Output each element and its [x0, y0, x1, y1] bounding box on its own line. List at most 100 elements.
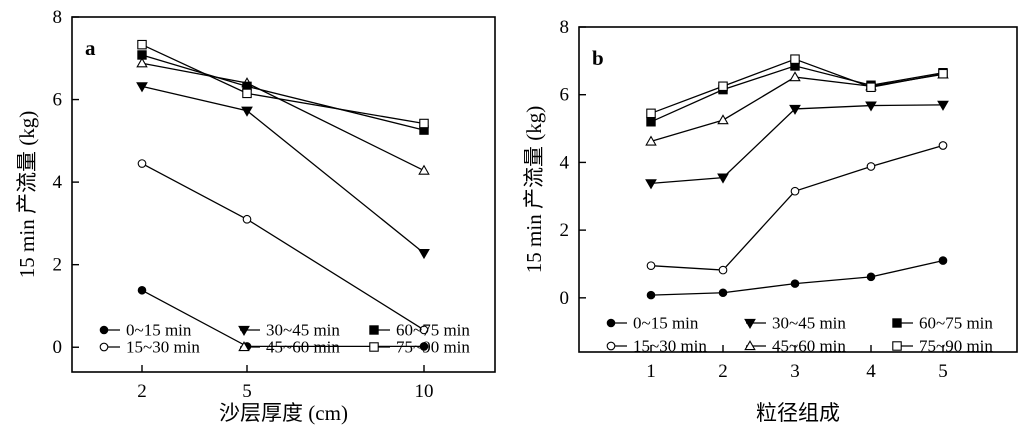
data-point [790, 186, 800, 196]
legend-entry: 15~30 min [126, 338, 200, 357]
chart-panel-a: 0 2 4 6 8 2 5 10 沙层厚度 (cm) 15 min 产流量 (kg) a 0~15 m… [15, 7, 496, 425]
data-point [646, 261, 656, 271]
data-point [646, 290, 656, 300]
x-tick-label: 5 [242, 381, 252, 402]
legend-marker [369, 342, 379, 352]
legend-entry: 0~15 min [126, 321, 192, 340]
x-tick-label: 4 [866, 361, 876, 382]
data-point [137, 159, 147, 168]
data-point [136, 57, 148, 68]
data-point [137, 285, 147, 295]
data-point [790, 279, 800, 288]
legend-entry: 30~45 min [772, 314, 846, 333]
series-line-1 [650, 144, 944, 271]
data-point [718, 288, 728, 298]
data-point [789, 104, 801, 115]
data-point [419, 325, 429, 335]
plot-frame [71, 16, 496, 373]
data-point [790, 54, 800, 64]
data-point [865, 101, 877, 112]
y-tick-label: 4 [53, 172, 63, 193]
y-tick-label: 0 [53, 337, 63, 358]
data-point [645, 179, 657, 190]
y-tick-label: 0 [560, 288, 570, 309]
legend-entry: 45~60 min [772, 337, 846, 356]
legend-entry: 0~15 min [633, 314, 699, 333]
data-point [789, 71, 801, 82]
legend-entry: 60~75 min [919, 314, 993, 333]
plot-frame [578, 26, 1018, 353]
x-axis-label: 粒径组成 [756, 401, 840, 425]
data-point [718, 81, 728, 91]
data-point [242, 214, 252, 224]
series-line-2 [650, 104, 944, 185]
series-line-0 [650, 259, 944, 296]
x-tick-label: 1 [646, 361, 656, 382]
y-axis-label: 15 min 产流量 (kg) [522, 106, 546, 273]
data-point [418, 164, 430, 175]
y-tick-label: 8 [53, 7, 63, 28]
panel-letter: b [592, 46, 604, 70]
series-line-1 [141, 162, 425, 331]
legend: 0~15 min 15~30 min 30~45 min 45~60 min 60~75… [606, 314, 993, 356]
legend-marker [369, 325, 379, 335]
series-line-4 [141, 54, 425, 131]
data-point [866, 82, 876, 93]
data-point [419, 342, 429, 351]
data-point [241, 106, 253, 117]
panel-letter: a [85, 36, 96, 60]
data-point [242, 88, 252, 99]
legend-marker [744, 340, 756, 351]
legend-marker [744, 318, 756, 329]
data-point [645, 135, 657, 146]
series-line-5 [141, 44, 425, 125]
data-point [938, 141, 948, 150]
legend-entry: 45~60 min [266, 338, 340, 357]
data-point [718, 265, 728, 275]
x-tick-label: 3 [790, 361, 800, 382]
data-point [419, 118, 429, 129]
data-point [937, 100, 949, 111]
data-point [137, 39, 147, 50]
x-tick-label: 5 [938, 361, 948, 382]
legend-entry: 30~45 min [266, 321, 340, 340]
y-tick-label: 6 [53, 90, 63, 111]
y-tick-label: 4 [560, 152, 570, 173]
legend-entry: 75~90 min [396, 338, 470, 357]
data-point [866, 162, 876, 171]
data-point [646, 117, 656, 127]
legend-marker [238, 325, 250, 336]
y-tick-label: 2 [560, 220, 570, 241]
x-axis-label: 沙层厚度 (cm) [219, 401, 348, 425]
x-tick-label: 10 [415, 381, 434, 402]
x-tick-label: 2 [718, 361, 728, 382]
data-point [646, 108, 656, 119]
legend-marker [892, 341, 902, 351]
legend-entry: 75~90 min [919, 337, 993, 356]
legend-entry: 15~30 min [633, 337, 707, 356]
x-tick-label: 2 [137, 381, 147, 402]
y-axis-label: 15 min 产流量 (kg) [15, 111, 39, 278]
legend-entry: 60~75 min [396, 321, 470, 340]
data-point [717, 173, 729, 184]
data-point [136, 82, 148, 93]
y-tick-label: 8 [560, 17, 570, 38]
series-line-4 [650, 65, 944, 123]
legend-marker [238, 341, 250, 352]
data-point [866, 272, 876, 282]
legend-marker [606, 318, 616, 328]
y-tick-label: 6 [560, 85, 570, 106]
legend-marker [99, 325, 109, 335]
data-point [717, 114, 729, 125]
legend-marker [99, 342, 109, 352]
chart-panel-b: 0 2 4 6 8 1 2 3 4 5 粒径组成 15 min 产流量 (kg) b 0~15 min 15… [522, 17, 1018, 425]
data-point [137, 50, 147, 60]
data-point [938, 68, 948, 79]
y-tick-label: 2 [53, 255, 63, 276]
data-point [938, 256, 948, 265]
legend-marker [606, 341, 616, 351]
legend-marker [892, 318, 902, 328]
data-point [418, 249, 430, 260]
